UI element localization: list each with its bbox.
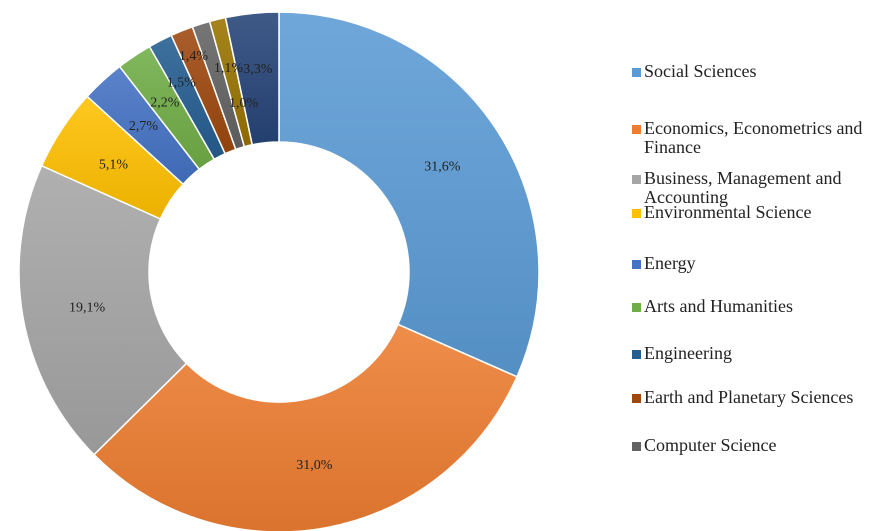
- donut-slices: [18, 11, 540, 531]
- legend-swatch: [632, 68, 641, 77]
- slice-data-label: 5,1%: [99, 157, 129, 172]
- legend-swatch: [632, 442, 641, 451]
- slice-data-label: 31,6%: [424, 159, 461, 174]
- slice-data-label: 19,1%: [69, 301, 106, 316]
- slice-data-label: 1,0%: [229, 96, 259, 111]
- legend-label: Engineering: [644, 343, 732, 363]
- slice-data-label: 1,4%: [179, 49, 209, 64]
- legend-label: Business, Management and Accounting: [644, 168, 842, 207]
- legend-swatch: [632, 209, 641, 218]
- legend-label: Energy: [644, 253, 696, 273]
- donut-data-labels: 31,6% 31,0% 19,1% 5,1% 2,7% 2,2% 1,5% 1,4% 1,1% 1…: [69, 49, 461, 473]
- slice-data-label: 1,5%: [167, 76, 197, 91]
- legend-swatch: [632, 260, 641, 269]
- legend-swatch: [632, 350, 641, 359]
- slice-data-label: 2,2%: [150, 96, 180, 111]
- legend-swatch: [632, 125, 641, 134]
- donut-slice: [92, 323, 518, 531]
- legend-label: Social Sciences: [644, 61, 757, 81]
- legend-label: Computer Science: [644, 435, 777, 455]
- slice-data-label: 31,0%: [296, 458, 333, 473]
- legend-label: Environmental Science: [644, 202, 812, 222]
- legend-swatch: [632, 303, 641, 312]
- slice-data-label: 3,3%: [243, 62, 273, 77]
- legend-label: Arts and Humanities: [644, 296, 793, 316]
- legend-label: Economics, Econometrics and Finance: [644, 118, 863, 157]
- legend-swatch: [632, 175, 641, 184]
- legend-swatch: [632, 394, 641, 403]
- slice-data-label: 1,1%: [214, 61, 244, 76]
- donut-slice: [18, 164, 188, 456]
- legend-label: Earth and Planetary Sciences: [644, 387, 854, 407]
- donut-slice: [224, 11, 280, 146]
- donut-slice: [278, 11, 540, 378]
- slice-data-label: 2,7%: [129, 119, 159, 134]
